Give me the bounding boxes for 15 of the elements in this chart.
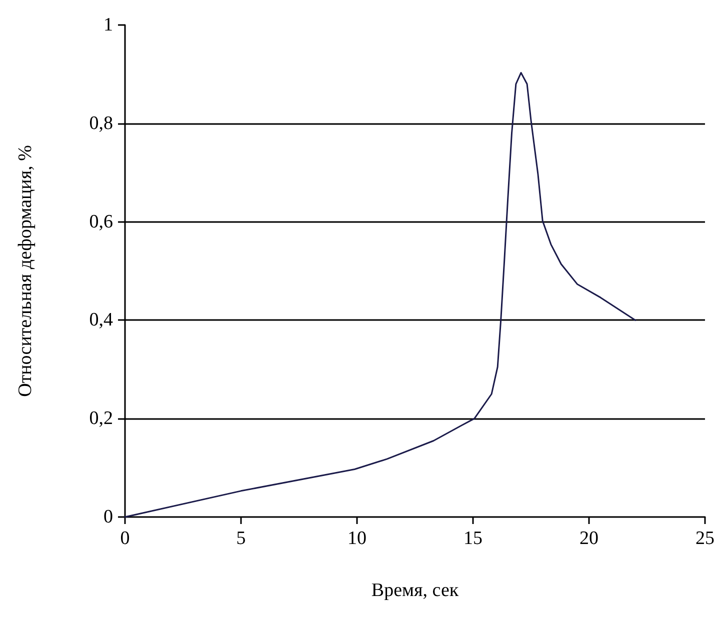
- x-axis-title: Время, сек: [371, 580, 460, 601]
- x-tick-label: 0: [120, 528, 130, 549]
- y-tick-label: 1: [104, 14, 113, 36]
- x-tick-label: 5: [236, 528, 246, 549]
- y-tick-label: 0,2: [89, 408, 113, 430]
- y-tick-label: 0,8: [89, 112, 113, 134]
- y-axis-title: Относительная деформация, %: [15, 144, 36, 397]
- x-tick-label: 20: [580, 528, 598, 549]
- y-tick-label: 0,6: [89, 211, 113, 232]
- y-tick-label: 0,4: [89, 310, 114, 331]
- x-tick-label: 25: [696, 528, 714, 549]
- x-tick-label: 15: [464, 528, 482, 549]
- y-tick-label: 0: [104, 506, 113, 528]
- x-tick-label: 10: [348, 528, 366, 549]
- line-series: [124, 72, 636, 518]
